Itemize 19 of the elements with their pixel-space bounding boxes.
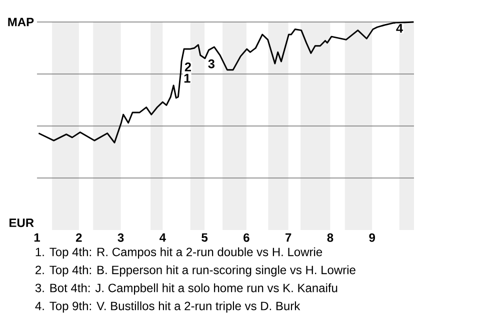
x-tick-label: 7 — [286, 233, 292, 242]
ref-line-label: MAP — [8, 18, 34, 26]
annotation: 3 — [208, 59, 214, 68]
text: 3. Bot 4th: J. Campbell hit a solo home run vs K. Kanaifu — [35, 283, 338, 295]
text: EUR — [10, 218, 34, 228]
annotation: 4 — [396, 24, 403, 33]
x-tick-label: 5 — [202, 233, 208, 242]
text: 4. Top 9th: V. Bustillos hit a 2-run triple vs D. Burk — [35, 301, 300, 313]
text: 2. Top 4th: B. Epperson hit a run-scoring single vs H. Lowrie — [36, 265, 356, 277]
x-tick-label: 6 — [244, 233, 250, 242]
annotation: 2 — [184, 62, 191, 72]
x-tick-label: 8 — [327, 233, 334, 242]
x-tick-label: 1 — [34, 233, 40, 242]
x-tick-label: 4 — [160, 233, 166, 242]
annotation: 1 — [184, 74, 190, 83]
x-tick-label: 3 — [118, 233, 124, 242]
x-tick-label: 9 — [369, 233, 375, 242]
text: 1. Top 4th: R. Campos hit a 2-run double vs H. Lowrie — [36, 247, 322, 259]
x-tick-label: 2 — [76, 233, 82, 242]
